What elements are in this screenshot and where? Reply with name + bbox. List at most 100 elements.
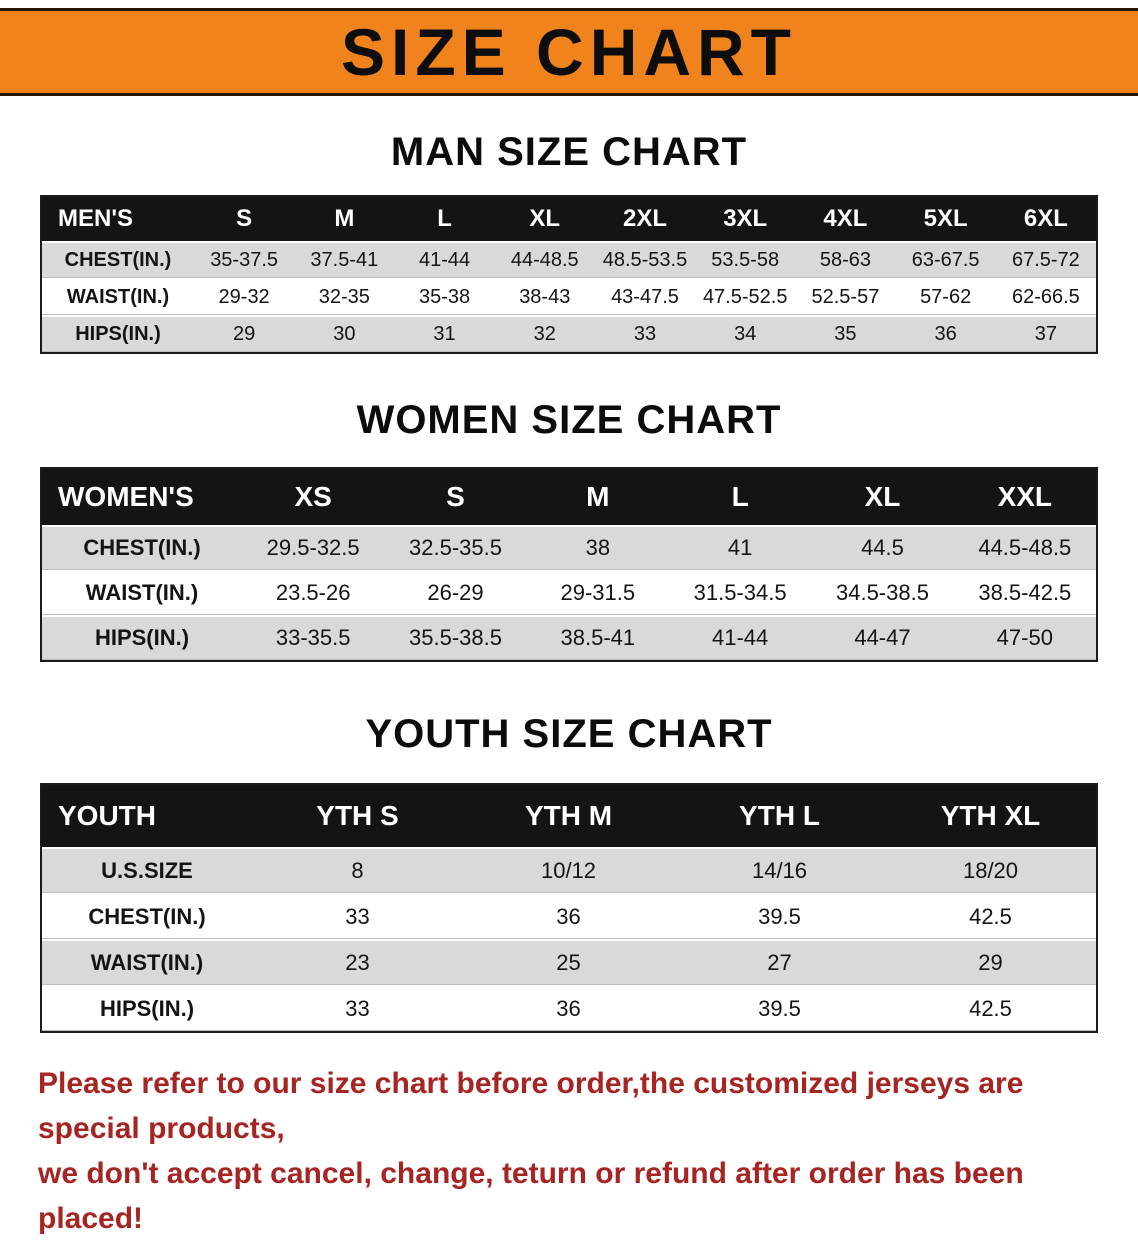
size-value: 29-32: [194, 280, 295, 315]
page-title: SIZE CHART: [341, 15, 797, 89]
size-value: 44.5: [811, 527, 954, 570]
header-row: YOUTH YTH S YTH M YTH L YTH XL: [42, 785, 1096, 847]
column-header: XS: [242, 469, 385, 525]
column-header: XXL: [953, 469, 1096, 525]
row-label: HIPS(IN.): [42, 617, 242, 660]
table-row: WAIST(IN.) 23 25 27 29: [42, 941, 1096, 985]
size-value: 41: [668, 527, 812, 570]
size-value: 33: [252, 987, 463, 1031]
table-corner-label: YOUTH: [42, 785, 252, 847]
table-row: WAIST(IN.) 29-32 32-35 35-38 38-43 43-47.5 47.…: [42, 280, 1096, 315]
header-row: WOMEN'S XS S M L XL XXL: [42, 469, 1096, 525]
size-value: 38-43: [494, 280, 595, 315]
youth-section-heading: YOUTH SIZE CHART: [365, 712, 773, 756]
size-value: 10/12: [463, 849, 674, 893]
size-value: 44-48.5: [494, 243, 595, 278]
youth-table-head: YOUTH YTH S YTH M YTH L YTH XL: [42, 785, 1096, 847]
size-value: 33-35.5: [242, 617, 385, 660]
size-value: 36: [463, 895, 674, 939]
women-table-body: CHEST(IN.) 29.5-32.5 32.5-35.5 38 41 44.5 44.5…: [42, 527, 1096, 660]
row-label: WAIST(IN.): [42, 572, 242, 615]
size-value: 37: [995, 317, 1096, 352]
size-value: 14/16: [674, 849, 885, 893]
size-value: 27: [674, 941, 885, 985]
table-row: HIPS(IN.) 29 30 31 32 33 34 35 36 37: [42, 317, 1096, 352]
disclaimer-line-1: Please refer to our size chart before or…: [38, 1067, 1024, 1145]
size-value: 29.5-32.5: [242, 527, 385, 570]
size-value: 43-47.5: [594, 280, 696, 315]
column-header: 2XL: [594, 197, 696, 241]
size-value: 37.5-41: [294, 243, 395, 278]
table-corner-label: WOMEN'S: [42, 469, 242, 525]
size-value: 33: [252, 895, 463, 939]
size-value: 63-67.5: [895, 243, 996, 278]
column-header: 3XL: [695, 197, 796, 241]
header-row: MEN'S S M L XL 2XL 3XL 4XL 5XL 6XL: [42, 197, 1096, 241]
size-value: 38.5-42.5: [953, 572, 1096, 615]
size-value: 38: [526, 527, 669, 570]
column-header: 4XL: [795, 197, 896, 241]
women-section-heading: WOMEN SIZE CHART: [356, 398, 782, 442]
column-header: YTH S: [252, 785, 463, 847]
column-header: M: [294, 197, 395, 241]
row-label: CHEST(IN.): [42, 895, 252, 939]
men-table-head: MEN'S S M L XL 2XL 3XL 4XL 5XL 6XL: [42, 197, 1096, 241]
size-value: 67.5-72: [995, 243, 1096, 278]
column-header: S: [194, 197, 295, 241]
size-value: 35: [795, 317, 896, 352]
column-header: YTH L: [674, 785, 885, 847]
column-header: S: [384, 469, 527, 525]
youth-size-table: YOUTH YTH S YTH M YTH L YTH XL U.S.SIZE 8 10/12…: [42, 783, 1096, 1033]
size-value: 36: [895, 317, 996, 352]
youth-size-section: YOUTH SIZE CHART YOUTH YTH S YTH M YTH L YTH …: [0, 712, 1138, 1033]
column-header: YTH XL: [885, 785, 1096, 847]
table-row: WAIST(IN.) 23.5-26 26-29 29-31.5 31.5-34.5 34…: [42, 572, 1096, 615]
column-header: L: [668, 469, 812, 525]
size-value: 18/20: [885, 849, 1096, 893]
size-value: 53.5-58: [695, 243, 796, 278]
size-value: 36: [463, 987, 674, 1031]
table-corner-label: MEN'S: [42, 197, 194, 241]
men-table-body: CHEST(IN.) 35-37.5 37.5-41 41-44 44-48.5 48.5…: [42, 243, 1096, 352]
size-value: 35-38: [394, 280, 495, 315]
size-value: 23: [252, 941, 463, 985]
size-value: 31.5-34.5: [668, 572, 812, 615]
size-value: 25: [463, 941, 674, 985]
size-value: 42.5: [885, 987, 1096, 1031]
youth-table-body: U.S.SIZE 8 10/12 14/16 18/20 CHEST(IN.) 33 36 39…: [42, 849, 1096, 1031]
women-table-wrap: WOMEN'S XS S M L XL XXL CHEST(IN.) 29.5-32.5 32.5…: [40, 467, 1098, 662]
table-row: CHEST(IN.) 35-37.5 37.5-41 41-44 44-48.5 48.5…: [42, 243, 1096, 278]
column-header: 5XL: [895, 197, 996, 241]
size-value: 47-50: [953, 617, 1096, 660]
men-section-heading: MAN SIZE CHART: [390, 130, 748, 174]
row-label: WAIST(IN.): [42, 280, 194, 315]
column-header: M: [526, 469, 669, 525]
column-header: XL: [494, 197, 595, 241]
size-value: 29: [885, 941, 1096, 985]
size-value: 35.5-38.5: [384, 617, 527, 660]
size-value: 32: [494, 317, 595, 352]
size-value: 32.5-35.5: [384, 527, 527, 570]
size-value: 34.5-38.5: [811, 572, 954, 615]
table-row: CHEST(IN.) 29.5-32.5 32.5-35.5 38 41 44.5 44.5…: [42, 527, 1096, 570]
size-value: 29-31.5: [526, 572, 669, 615]
row-label: HIPS(IN.): [42, 987, 252, 1031]
women-size-table: WOMEN'S XS S M L XL XXL CHEST(IN.) 29.5-32.5 32.5…: [42, 467, 1096, 662]
size-chart-page: SIZE CHART MAN SIZE CHART MEN'S S M L XL 2XL 3X…: [0, 8, 1138, 1241]
size-value: 34: [695, 317, 796, 352]
size-value: 39.5: [674, 895, 885, 939]
women-table-head: WOMEN'S XS S M L XL XXL: [42, 469, 1096, 525]
size-value: 62-66.5: [995, 280, 1096, 315]
table-row: HIPS(IN.) 33 36 39.5 42.5: [42, 987, 1096, 1031]
column-header: XL: [811, 469, 954, 525]
men-size-section: MAN SIZE CHART MEN'S S M L XL 2XL 3XL 4XL 5XL 6XL C…: [0, 130, 1138, 354]
column-header: L: [394, 197, 495, 241]
size-value: 41-44: [394, 243, 495, 278]
banner: SIZE CHART: [0, 8, 1138, 96]
size-value: 35-37.5: [194, 243, 295, 278]
size-value: 8: [252, 849, 463, 893]
column-header: 6XL: [995, 197, 1096, 241]
size-chart-sections: MAN SIZE CHART MEN'S S M L XL 2XL 3XL 4XL 5XL 6XL C…: [0, 130, 1138, 1033]
size-value: 57-62: [895, 280, 996, 315]
table-row: U.S.SIZE 8 10/12 14/16 18/20: [42, 849, 1096, 893]
